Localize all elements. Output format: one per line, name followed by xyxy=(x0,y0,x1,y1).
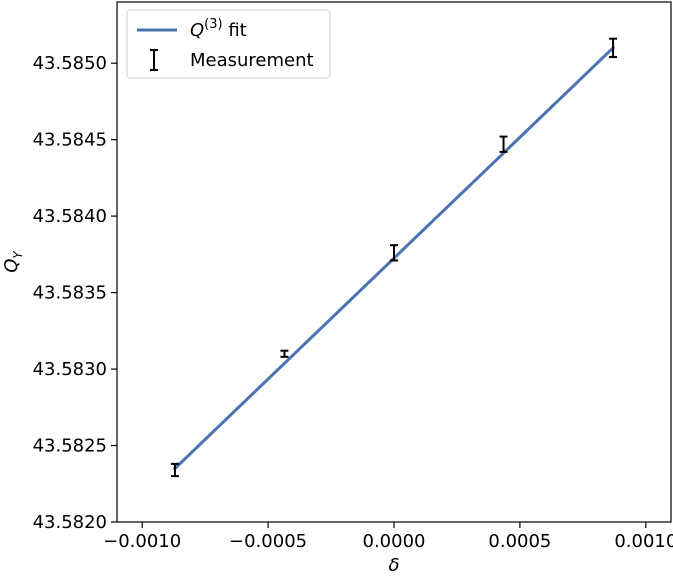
legend-fit-label-base: Q xyxy=(190,20,204,41)
y-axis-label: QY xyxy=(1,250,25,273)
legend-box xyxy=(126,9,331,79)
legend-fit-label-sup: (3) xyxy=(204,17,222,32)
x-tick-label: −0.0005 xyxy=(229,531,307,552)
x-tick-label: 0.0010 xyxy=(614,531,673,552)
measurement-point xyxy=(499,135,508,153)
measurement-point xyxy=(170,462,179,478)
y-tick-label: 43.5840 xyxy=(33,206,107,227)
x-tick-label: 0.0000 xyxy=(363,531,426,552)
series-layer xyxy=(170,37,618,478)
y-tick-label: 43.5845 xyxy=(33,130,107,151)
x-axis-label: δ xyxy=(388,555,399,576)
tick-layer: −0.0010 −0.0005 0.0000 0.0005 0.0010 43.5820 4… xyxy=(33,53,673,552)
measurement-point xyxy=(280,349,289,358)
x-tick-label: 0.0005 xyxy=(488,531,551,552)
y-tick-label: 43.5830 xyxy=(33,359,107,380)
legend-measurement-label: Measurement xyxy=(190,50,314,71)
y-axis-label-sub: Y xyxy=(11,250,25,259)
legend: Q(3) fit Measurement xyxy=(126,9,331,79)
legend-fit-label: Q(3) fit xyxy=(190,17,247,41)
y-tick-label: 43.5820 xyxy=(33,512,107,533)
measurement-point xyxy=(390,244,398,262)
axis-title-layer: δ QY xyxy=(1,250,400,576)
legend-fit-label-suffix: fit xyxy=(223,20,247,41)
y-tick-label: 43.5835 xyxy=(33,283,107,304)
measurement-point xyxy=(609,37,618,59)
y-tick-label: 43.5825 xyxy=(33,436,107,457)
x-tick-label: −0.0010 xyxy=(103,531,181,552)
y-axis-label-base: Q xyxy=(1,259,22,273)
y-tick-label: 43.5850 xyxy=(33,53,107,74)
